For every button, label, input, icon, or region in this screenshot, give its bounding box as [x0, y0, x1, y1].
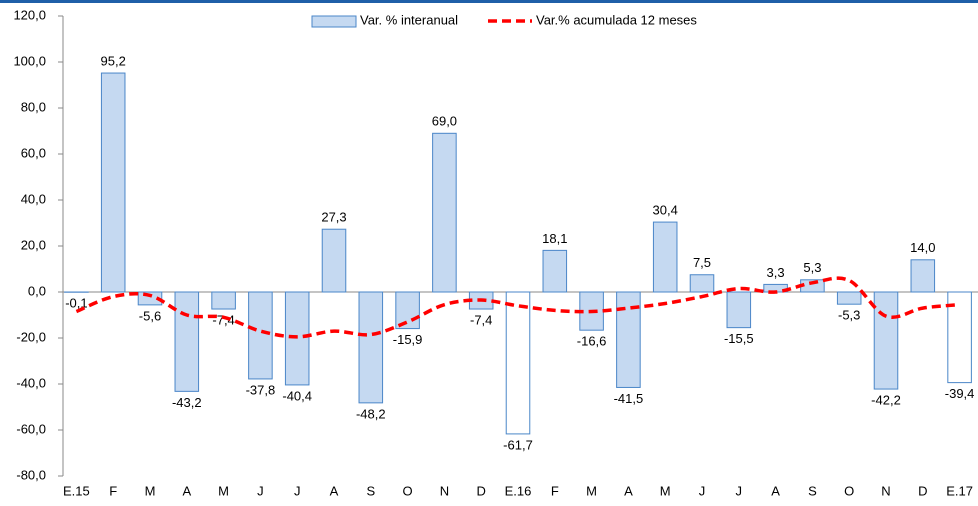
x-tick-label: O: [403, 483, 413, 498]
y-tick-label: 40,0: [21, 191, 46, 206]
bar: [248, 291, 273, 380]
data-label: 5,3: [803, 260, 821, 275]
legend-swatch: [311, 15, 357, 28]
bar: [395, 291, 420, 330]
x-tick-label: S: [808, 483, 817, 498]
data-label: -5,6: [139, 308, 161, 323]
data-label: -43,2: [172, 395, 202, 410]
bar: [505, 291, 531, 435]
bar: [726, 291, 752, 329]
data-label: 7,5: [693, 255, 711, 270]
y-tick-label: 80,0: [21, 99, 46, 114]
x-tick-label: A: [624, 483, 633, 498]
bar: [100, 72, 126, 293]
data-label: 3,3: [767, 265, 785, 280]
data-label: -5,3: [838, 308, 860, 323]
x-tick-label: S: [366, 483, 375, 498]
data-label: 14,0: [910, 240, 935, 255]
x-tick-label: A: [330, 483, 339, 498]
data-label: -0,1: [65, 296, 87, 311]
x-tick-label: M: [660, 483, 671, 498]
data-label: 69,0: [432, 114, 457, 129]
line: [75, 276, 960, 339]
data-label: -37,8: [246, 382, 276, 397]
data-label: 30,4: [653, 203, 678, 218]
data-label: -7,4: [470, 312, 492, 327]
y-tick-label: 20,0: [21, 237, 46, 252]
bar: [542, 249, 568, 293]
top-rule: [0, 0, 978, 3]
y-tick-label: 0,0: [28, 283, 46, 298]
data-label: -41,5: [614, 391, 644, 406]
x-tick-label: J: [257, 483, 264, 498]
data-label: -48,2: [356, 406, 386, 421]
data-label: -42,2: [871, 392, 901, 407]
bar: [836, 291, 862, 305]
x-tick-label: J: [699, 483, 706, 498]
data-label: -39,4: [945, 386, 975, 401]
data-label: 95,2: [101, 53, 126, 68]
x-tick-label: J: [736, 483, 743, 498]
y-tick-label: 100,0: [13, 53, 46, 68]
x-tick-label: E.16: [505, 483, 532, 498]
bar: [211, 291, 236, 310]
x-tick-label: D: [918, 483, 927, 498]
data-label: -15,9: [393, 332, 423, 347]
data-label: -7,4: [212, 312, 234, 327]
x-tick-label: N: [881, 483, 890, 498]
data-label: -40,4: [282, 388, 312, 403]
data-label: 18,1: [542, 231, 567, 246]
x-tick-label: M: [586, 483, 597, 498]
data-label: -61,7: [503, 437, 533, 452]
bar: [652, 221, 678, 293]
y-tick-label: -40,0: [16, 375, 46, 390]
y-tick-label: -60,0: [16, 421, 46, 436]
x-tick-label: A: [182, 483, 191, 498]
data-label: 27,3: [321, 210, 346, 225]
bar: [358, 291, 384, 404]
bar: [947, 291, 972, 384]
x-tick-label: D: [477, 483, 486, 498]
bar: [174, 291, 200, 392]
x-tick-label: M: [218, 483, 229, 498]
legend-label: Var. % interanual: [360, 12, 458, 27]
x-tick-label: E.15: [63, 483, 90, 498]
x-tick-label: M: [145, 483, 156, 498]
y-tick-label: -20,0: [16, 329, 46, 344]
x-tick-label: E.17: [946, 483, 973, 498]
y-tick-label: 60,0: [21, 145, 46, 160]
data-label: -16,6: [577, 334, 607, 349]
x-tick-label: A: [771, 483, 780, 498]
bar: [910, 259, 936, 293]
x-tick-label: F: [551, 483, 559, 498]
x-tick-label: O: [844, 483, 854, 498]
bar: [873, 291, 899, 390]
data-label: -15,5: [724, 331, 754, 346]
x-tick-label: N: [440, 483, 449, 498]
bar: [432, 132, 457, 293]
bar: [616, 291, 641, 388]
y-tick-label: 120,0: [13, 7, 46, 22]
legend-label: Var.% acumulada 12 meses: [536, 12, 697, 27]
x-tick-label: J: [294, 483, 301, 498]
x-tick-label: F: [109, 483, 117, 498]
y-tick-label: -80,0: [16, 467, 46, 482]
bar: [689, 274, 715, 293]
bar: [321, 228, 347, 293]
